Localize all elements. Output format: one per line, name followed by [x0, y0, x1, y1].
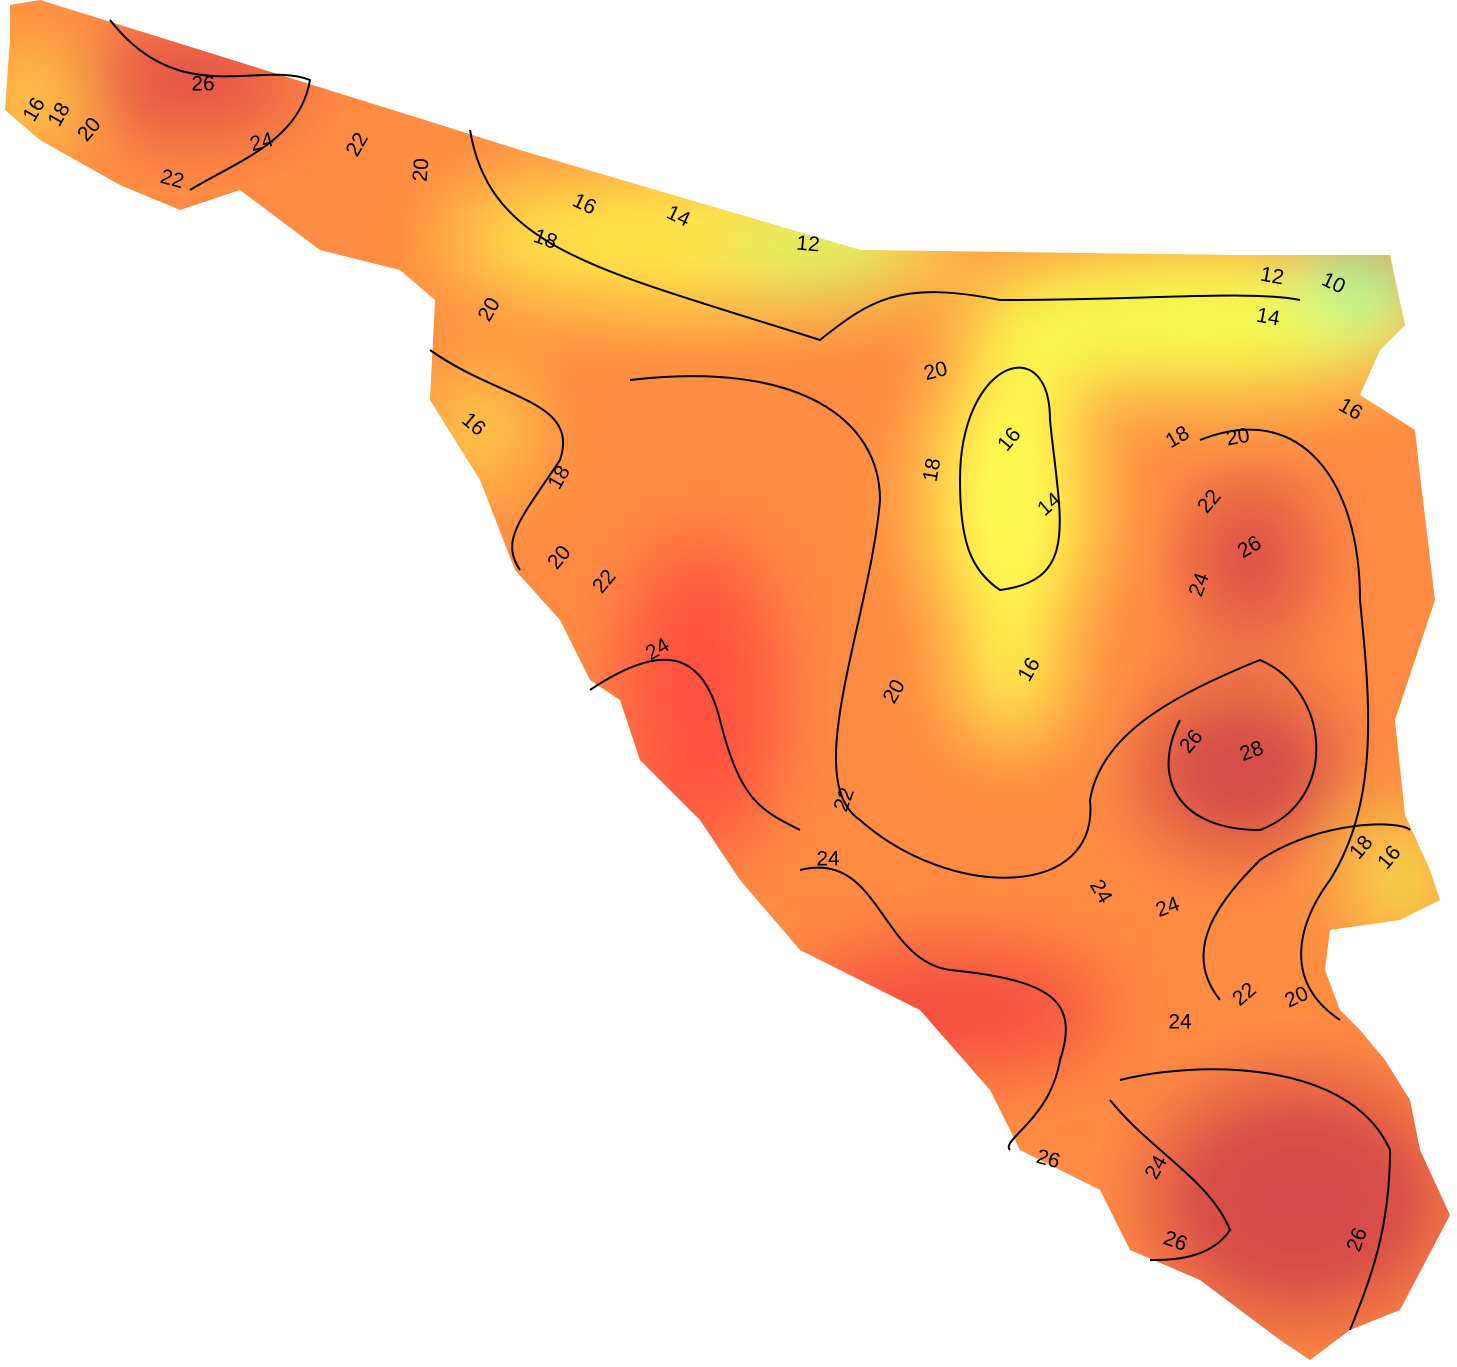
contour-label: 14 — [1255, 304, 1282, 331]
contour-label: 12 — [1259, 263, 1286, 290]
contour-label: 20 — [409, 157, 434, 182]
contour-label: 20 — [1224, 424, 1251, 451]
contour-label: 12 — [795, 232, 820, 257]
contour-label: 24 — [1168, 1011, 1192, 1034]
contour-label: 18 — [919, 456, 946, 483]
contour-label: 24 — [816, 848, 840, 871]
contour-lines — [109, 19, 1411, 1331]
contour-label: 26 — [191, 73, 214, 96]
